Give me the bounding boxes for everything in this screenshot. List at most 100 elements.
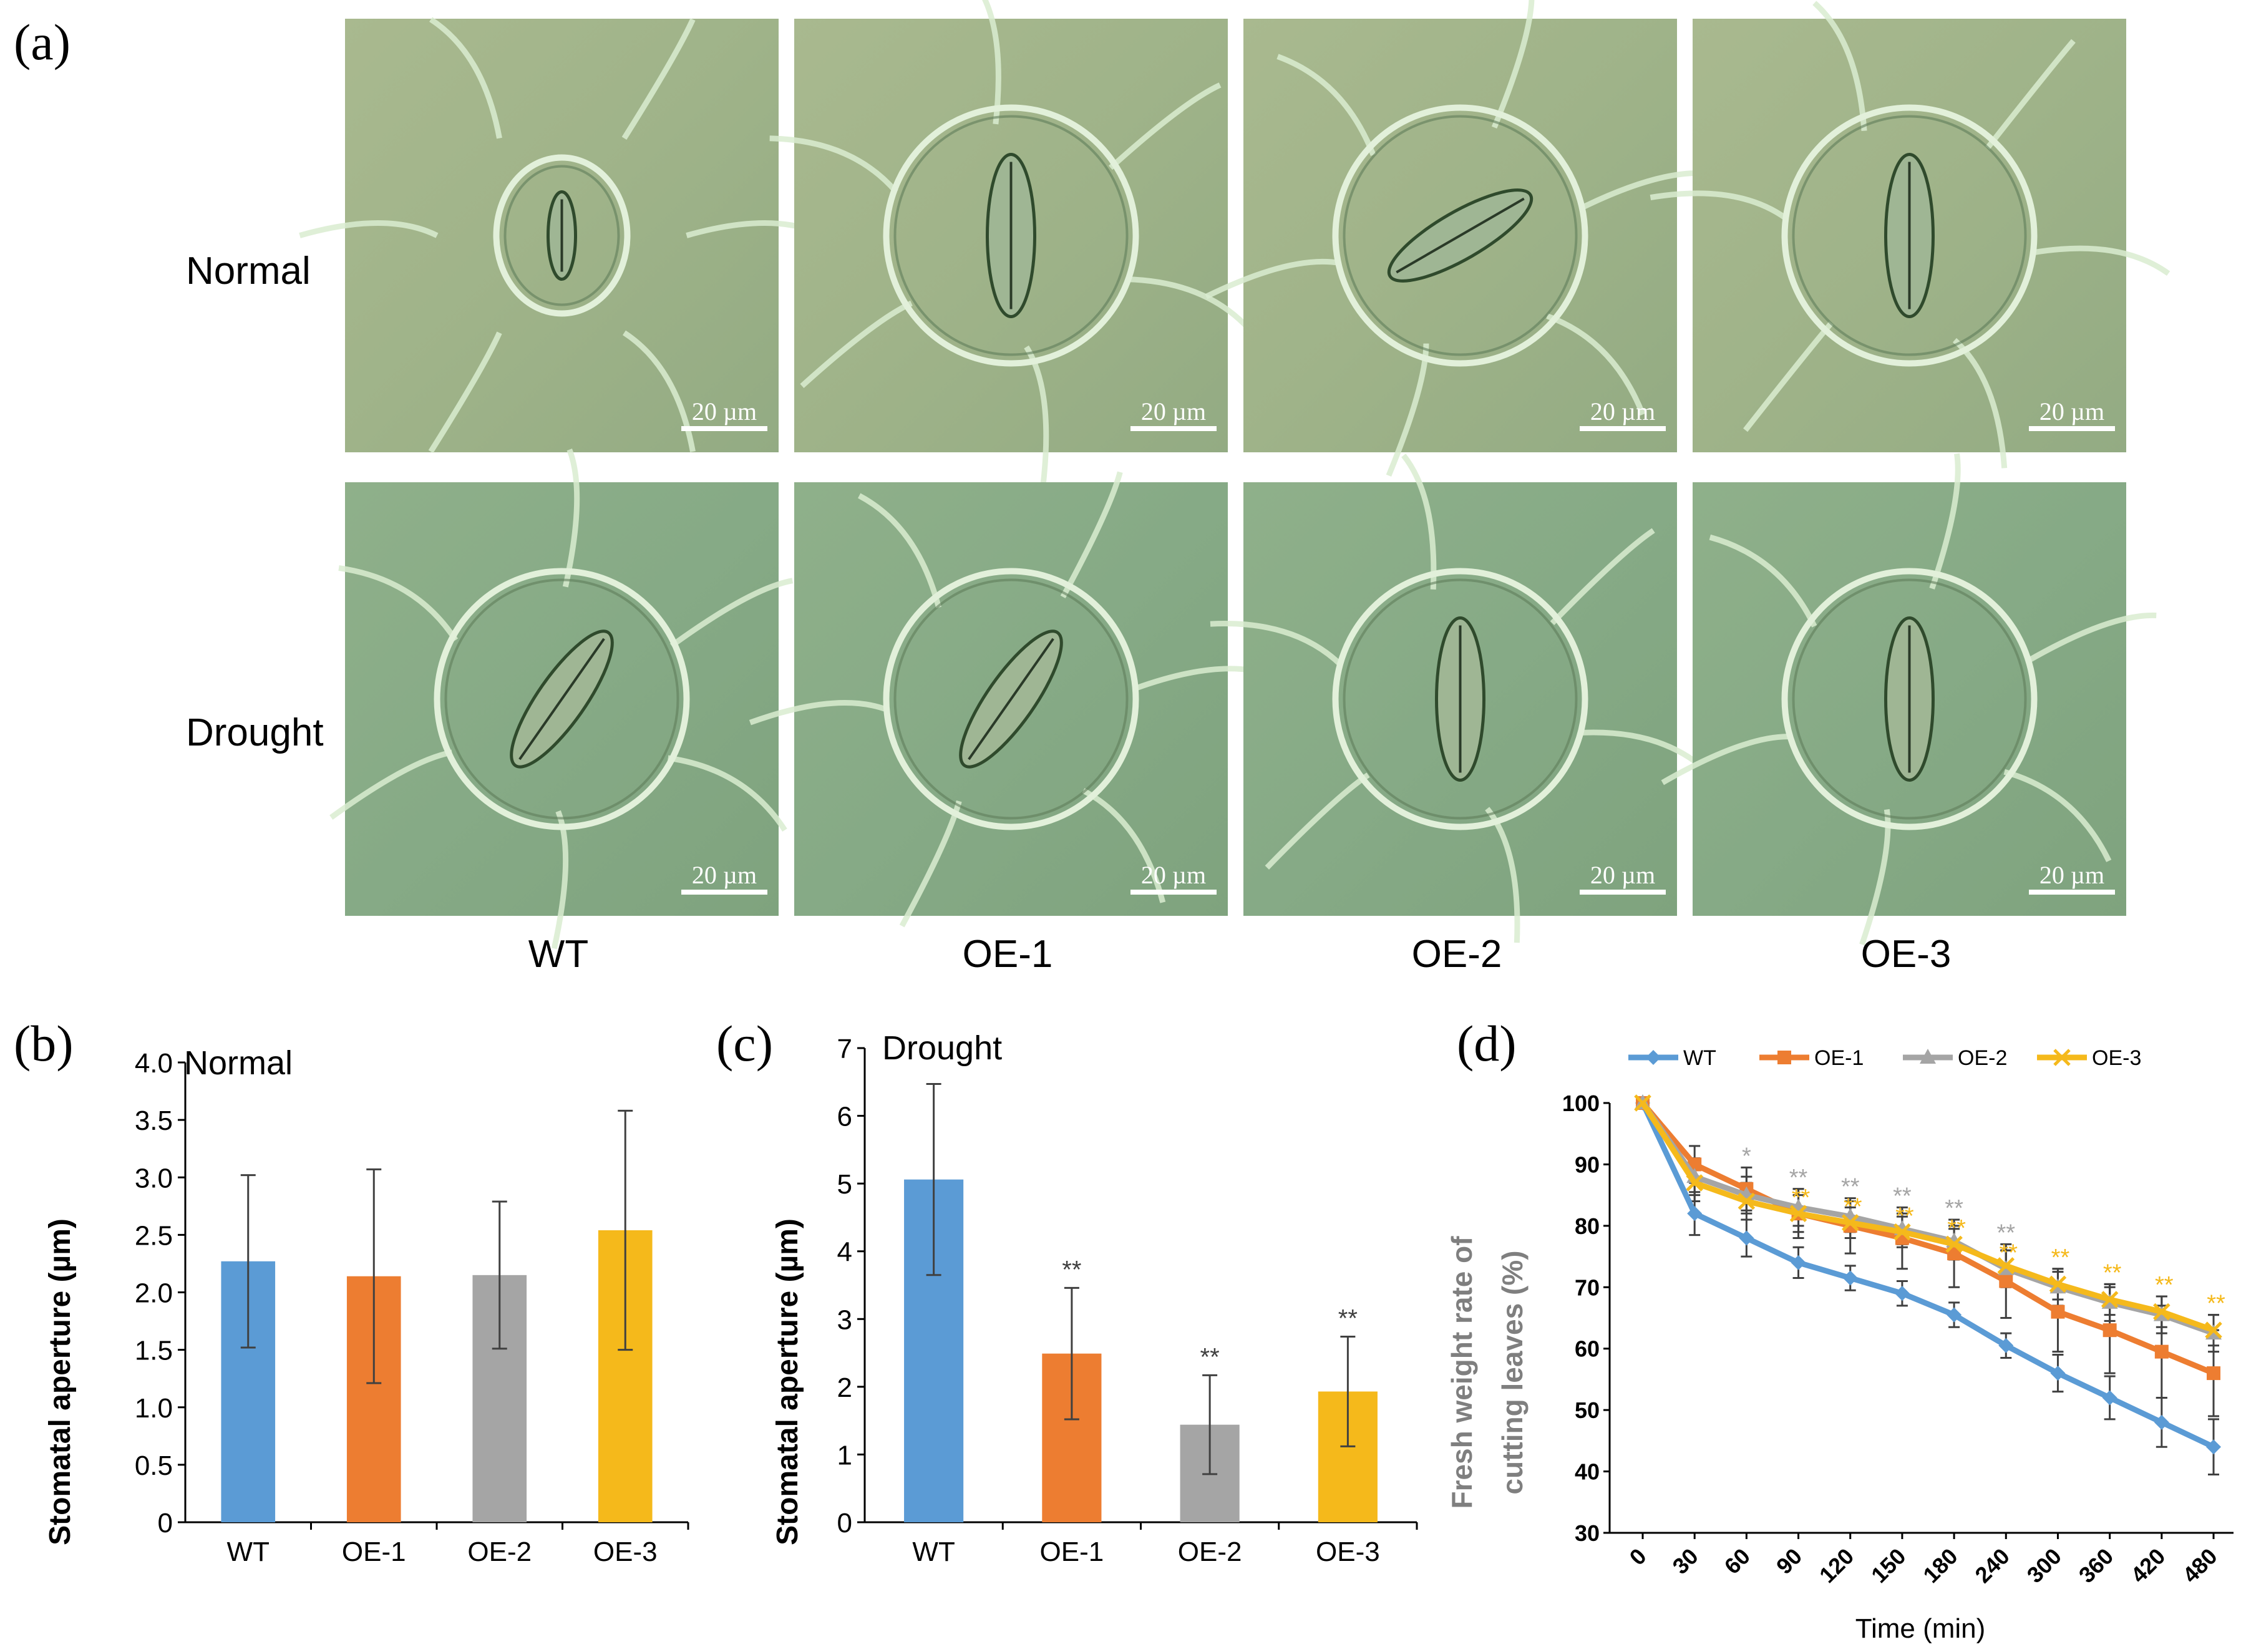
panel-a-letter: (a) xyxy=(14,14,70,70)
cell-wall xyxy=(769,135,898,194)
chart-c-title: Drought xyxy=(882,1029,1002,1067)
y-tick-label: 5 xyxy=(837,1169,852,1200)
chart-d-legend: WT OE-1 OE-2 OE-3 xyxy=(1628,1046,2141,1070)
chart-d-ylabel-line2: cutting leaves (%) xyxy=(1496,1250,1529,1494)
micrograph-normal-oe-1: 20 µm xyxy=(769,0,1255,483)
legend-marker-oe-2 xyxy=(1920,1049,1936,1064)
guard-cell-outline xyxy=(434,568,690,830)
point-wt xyxy=(1791,1255,1806,1270)
point-oe-3 xyxy=(1945,1235,1963,1253)
y-tick-label: 2.5 xyxy=(135,1220,173,1251)
x-tick-label: OE-3 xyxy=(593,1537,658,1567)
y-tick-label: 4 xyxy=(837,1237,852,1268)
cell-wall xyxy=(1929,453,1961,590)
scale-bar-label: 20 µm xyxy=(1141,397,1206,425)
micrograph-drought-oe-2: 20 µm xyxy=(1210,454,1713,943)
chart-c-ylabel: Stomatal aperture (µm) xyxy=(771,1218,804,1545)
significance-oe-2: ** xyxy=(1789,1165,1808,1191)
stoma-slit xyxy=(1396,197,1525,274)
y-tick-label: 50 xyxy=(1575,1397,1600,1423)
panel-d-letter: (d) xyxy=(1457,1015,1517,1072)
x-tick-label: 60 xyxy=(1719,1543,1755,1579)
cell-wall xyxy=(623,330,696,452)
cell-wall xyxy=(1550,528,1655,626)
point-oe-1 xyxy=(2051,1305,2065,1319)
stoma-slit xyxy=(518,638,605,760)
cell-wall xyxy=(669,578,794,648)
stoma-slit xyxy=(968,638,1054,760)
cell-wall xyxy=(800,300,913,389)
series-line-oe-1 xyxy=(1640,1101,2215,1376)
guard-cell-outline xyxy=(1781,104,2038,367)
series-line-oe-3 xyxy=(1640,1101,2215,1333)
column-label-oe-3: OE-3 xyxy=(1861,933,1952,976)
significance-mark: ** xyxy=(1200,1343,1220,1371)
point-wt xyxy=(1947,1307,1962,1323)
significance-oe-3: ** xyxy=(1895,1203,1914,1229)
y-tick-label: 0 xyxy=(837,1508,852,1538)
significance-oe-2: ** xyxy=(1893,1183,1912,1209)
micrograph-grid: 20 µm 20 µm 20 µm 20 µm 20 µm 20 µm 20 µm 20 µm xyxy=(299,0,2171,950)
point-wt xyxy=(1894,1286,1910,1301)
micrograph-drought-oe-3: 20 µm xyxy=(1661,453,2157,946)
legend-label-wt: WT xyxy=(1683,1046,1716,1070)
x-tick-label: 150 xyxy=(1866,1543,1910,1588)
cell-wall xyxy=(1985,39,2076,150)
cell-wall xyxy=(1060,471,1123,598)
point-oe-1 xyxy=(1999,1274,2013,1288)
y-tick-label: 40 xyxy=(1575,1459,1600,1485)
cell-wall xyxy=(299,220,439,238)
y-tick-label: 3.0 xyxy=(135,1163,173,1193)
point-oe-1 xyxy=(2154,1344,2169,1359)
cell-wall xyxy=(2032,245,2171,276)
x-tick-label: 420 xyxy=(2126,1543,2170,1588)
y-tick-label: 80 xyxy=(1575,1213,1600,1239)
guard-cell-outline xyxy=(883,568,1139,830)
y-tick-label: 0.5 xyxy=(135,1450,173,1481)
point-oe-3 xyxy=(1997,1257,2015,1275)
y-tick-label: 1 xyxy=(837,1440,852,1470)
y-tick-label: 90 xyxy=(1575,1152,1600,1177)
y-tick-label: 0 xyxy=(158,1508,173,1538)
x-tick-label: 90 xyxy=(1771,1543,1807,1579)
guard-cell-inner xyxy=(444,578,679,820)
cell-wall xyxy=(2003,769,2112,862)
cell-wall xyxy=(329,749,453,820)
chart-d-xlabel: Time (min) xyxy=(1855,1613,1986,1644)
guard-cell-inner xyxy=(1343,115,1578,356)
row-label-normal: Normal xyxy=(186,250,311,293)
significance-oe-3: ** xyxy=(2207,1291,2225,1317)
y-tick-label: 100 xyxy=(1562,1091,1600,1116)
point-oe-3 xyxy=(1894,1223,1911,1241)
x-tick-label: WT xyxy=(227,1537,270,1567)
x-tick-label: WT xyxy=(912,1537,955,1567)
scale-bar-label: 20 µm xyxy=(2039,861,2104,889)
guard-cell-inner xyxy=(1343,578,1578,820)
guard-cell-inner xyxy=(503,165,620,306)
column-label-oe-2: OE-2 xyxy=(1412,933,1502,976)
micrograph-normal-oe-3: 20 µm xyxy=(1650,1,2171,469)
row-label-drought: Drought xyxy=(186,711,324,754)
point-oe-3 xyxy=(1738,1192,1756,1210)
chart-d-ylabel: Fresh weight rate of xyxy=(1446,1236,1478,1509)
cell-wall xyxy=(2025,612,2157,664)
legend-marker-wt xyxy=(1646,1050,1661,1065)
significance-oe-3: ** xyxy=(1947,1215,1966,1241)
series-line-wt xyxy=(1640,1102,2215,1450)
point-oe-3 xyxy=(2153,1303,2171,1321)
x-tick-label: 180 xyxy=(1918,1543,1962,1588)
guard-cell-outline xyxy=(883,104,1139,367)
significance-oe-3: ** xyxy=(1999,1240,2018,1266)
point-oe-3 xyxy=(1634,1094,1651,1112)
series-line-oe-2 xyxy=(1640,1101,2215,1336)
cell-wall xyxy=(429,17,502,139)
y-tick-label: 2 xyxy=(837,1373,852,1403)
cell-wall xyxy=(1386,343,1429,477)
y-tick-label: 6 xyxy=(837,1102,852,1132)
chart-b-plot: 0 0.5 1.0 1.5 2.0 2.5 3.0 3.5 4.0 WT OE-1 OE-2 OE-3 xyxy=(135,1048,689,1567)
y-tick-label: 1.5 xyxy=(135,1336,173,1366)
x-tick-label: 300 xyxy=(2022,1543,2066,1588)
y-tick-label: 3 xyxy=(837,1305,852,1335)
guard-cell-inner xyxy=(1792,115,2027,356)
